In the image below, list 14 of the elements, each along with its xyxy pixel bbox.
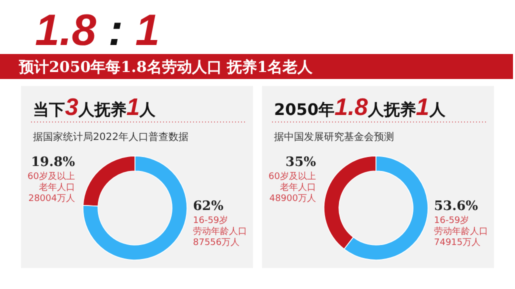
slice-label: 16-59岁劳动年龄人口87556万人 — [193, 215, 247, 248]
data-label: 19.8% — [30, 155, 76, 170]
slice-label: 60岁及以上老年人口28004万人 — [28, 171, 75, 204]
data-label: 62% — [193, 199, 224, 214]
slice-label: 60岁及以上老年人口48900万人 — [268, 171, 316, 204]
text: 1.8 : 1 — [35, 6, 160, 55]
data-label: 53.6% — [434, 199, 479, 214]
chart-subtitle: 据中国发展研究基金会预测 — [274, 131, 394, 143]
chart-subtitle: 据国家统计局2022年人口普查数据 — [33, 131, 188, 143]
data-label: 35% — [286, 155, 317, 170]
chart-title: 2050年1.8人抚养1人 — [274, 94, 446, 121]
slice-label: 16-59岁劳动年龄人口74915万人 — [434, 215, 488, 248]
text: 预计2050年每1.8名劳动人口 抚养1名老人 — [18, 58, 314, 76]
chart-title: 当下3人抚养1人 — [33, 94, 157, 121]
